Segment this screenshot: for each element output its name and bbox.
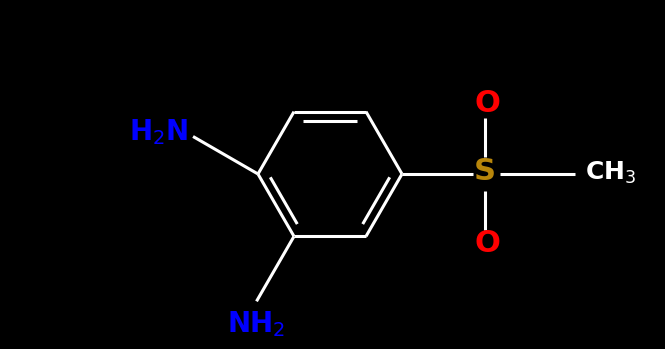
Text: NH$_2$: NH$_2$	[227, 309, 286, 339]
Text: O: O	[474, 89, 500, 119]
Text: H$_2$N: H$_2$N	[129, 118, 188, 147]
Text: O: O	[474, 230, 500, 259]
Text: S: S	[474, 157, 496, 186]
Text: CH$_3$: CH$_3$	[585, 160, 636, 186]
